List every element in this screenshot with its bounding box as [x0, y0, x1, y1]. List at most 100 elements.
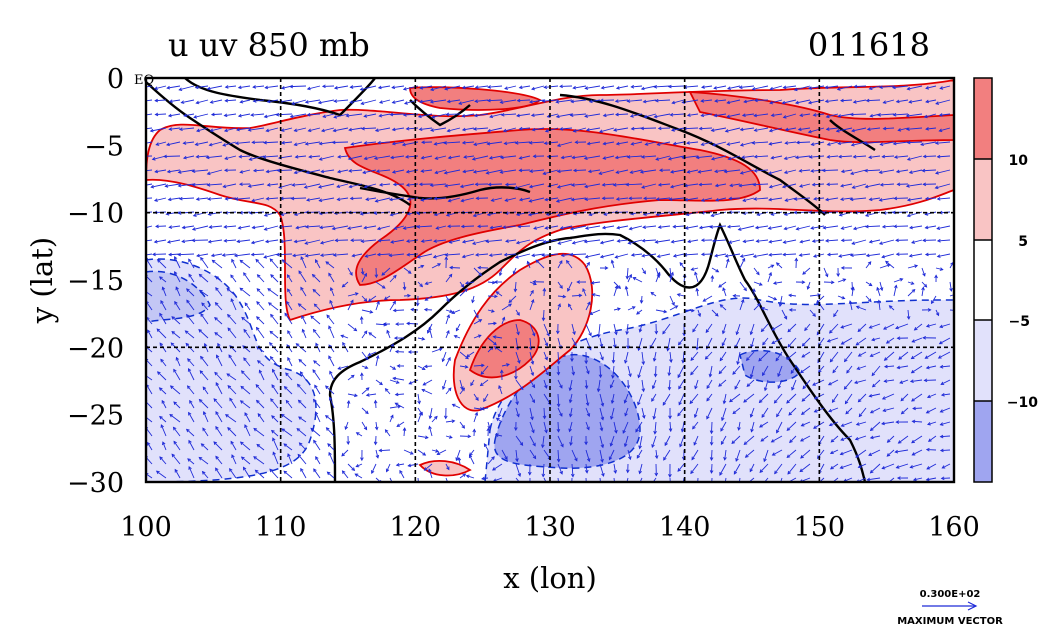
wind-vector: [174, 271, 181, 283]
wind-vector: [146, 317, 153, 325]
wind-vector: [333, 253, 349, 256]
wind-vector-head: [300, 467, 304, 472]
wind-vector-head: [670, 271, 674, 276]
wind-vector-head: [186, 299, 190, 304]
wind-vector: [673, 253, 685, 257]
wind-vector: [361, 351, 369, 360]
wind-vector: [557, 260, 563, 269]
wind-vector: [785, 197, 797, 202]
wind-vector-head: [584, 469, 589, 474]
wind-vector-head: [431, 115, 436, 119]
wind-vector-head: [900, 410, 905, 415]
wind-vector-head: [381, 285, 386, 289]
wind-vector: [444, 169, 461, 174]
wind-vector: [759, 393, 769, 403]
wind-vector-head: [868, 155, 872, 159]
wind-vector-head: [250, 240, 255, 245]
wind-vector: [392, 169, 405, 173]
wind-vector-head: [642, 270, 646, 275]
wind-vector-head: [421, 366, 426, 371]
wind-vector-head: [207, 197, 212, 201]
wind-vector-head: [739, 254, 744, 258]
wind-vector: [782, 183, 797, 188]
wind-vector-head: [808, 155, 813, 159]
wind-vector: [788, 294, 797, 297]
wind-vector-head: [812, 313, 816, 317]
wind-vector-head: [667, 386, 672, 391]
wind-vector-head: [583, 239, 588, 244]
wind-vector-head: [448, 435, 453, 439]
wind-vector-head: [570, 487, 573, 490]
wind-vector: [300, 468, 307, 479]
wind-vector-head: [718, 284, 722, 288]
wind-vector-head: [555, 114, 560, 119]
wind-vector: [770, 85, 783, 90]
wind-vector: [637, 365, 643, 378]
wind-vector-head: [909, 465, 914, 469]
wind-vector: [657, 141, 671, 146]
wind-vector-head: [622, 430, 626, 434]
wind-vector-head: [939, 448, 944, 453]
wind-vector: [361, 309, 373, 313]
wind-vector: [845, 407, 853, 415]
wind-vector-head: [360, 372, 364, 377]
wind-vector: [319, 155, 335, 161]
wind-vector: [823, 267, 829, 277]
wind-vector: [340, 335, 349, 339]
wind-vector-head: [556, 458, 561, 463]
wind-vector-head: [731, 440, 736, 445]
wind-vector: [754, 155, 769, 158]
wind-vector-head: [558, 487, 561, 490]
wind-vector: [616, 169, 629, 174]
wind-vector-head: [616, 225, 621, 230]
wind-vector-head: [451, 310, 456, 315]
wind-vector-head: [850, 171, 854, 176]
wind-vector: [788, 407, 797, 416]
wind-vector-head: [571, 371, 576, 376]
wind-vector-head: [286, 274, 291, 278]
wind-vector: [557, 477, 559, 482]
wind-vector-head: [881, 254, 886, 259]
wind-vector: [196, 127, 209, 132]
wind-vector: [447, 127, 461, 132]
wind-vector-head: [191, 182, 196, 187]
wind-vector: [585, 407, 590, 417]
wind-vector-head: [555, 330, 560, 335]
wind-vector: [169, 127, 181, 130]
wind-vector: [421, 155, 433, 159]
wind-vector: [199, 399, 209, 409]
wind-vector-head: [895, 99, 900, 104]
wind-vector: [828, 379, 839, 386]
wind-vector: [473, 364, 484, 367]
wind-vector: [725, 127, 741, 132]
wind-vector-head: [325, 427, 330, 431]
wind-vector-head: [700, 198, 705, 202]
wind-vector-head: [690, 267, 695, 271]
wind-vector: [631, 141, 643, 145]
wind-vector-head: [349, 100, 354, 104]
wind-vector-head: [215, 467, 219, 472]
wind-vector-head: [671, 302, 675, 306]
wind-vector: [694, 407, 699, 418]
wind-vector: [669, 295, 675, 306]
wind-vector-head: [719, 304, 724, 308]
wind-vector: [244, 302, 251, 311]
wind-vector-head: [542, 415, 547, 420]
wind-vector: [599, 407, 604, 420]
wind-vector: [238, 85, 251, 89]
wind-vector: [434, 197, 447, 200]
wind-vector: [921, 281, 927, 288]
wind-vector-head: [591, 293, 596, 297]
wind-vector-head: [775, 357, 780, 362]
wind-vector: [178, 169, 195, 173]
wind-vector-head: [271, 415, 275, 419]
wind-vector-head: [293, 170, 298, 175]
wind-vector-head: [250, 113, 255, 117]
wind-vector-head: [159, 312, 163, 317]
wind-vector-head: [198, 289, 203, 294]
wind-vector-head: [852, 226, 857, 231]
wind-vector-head: [801, 398, 806, 402]
wind-vector: [306, 197, 321, 201]
wind-vector: [837, 85, 853, 90]
wind-vector: [657, 253, 671, 258]
